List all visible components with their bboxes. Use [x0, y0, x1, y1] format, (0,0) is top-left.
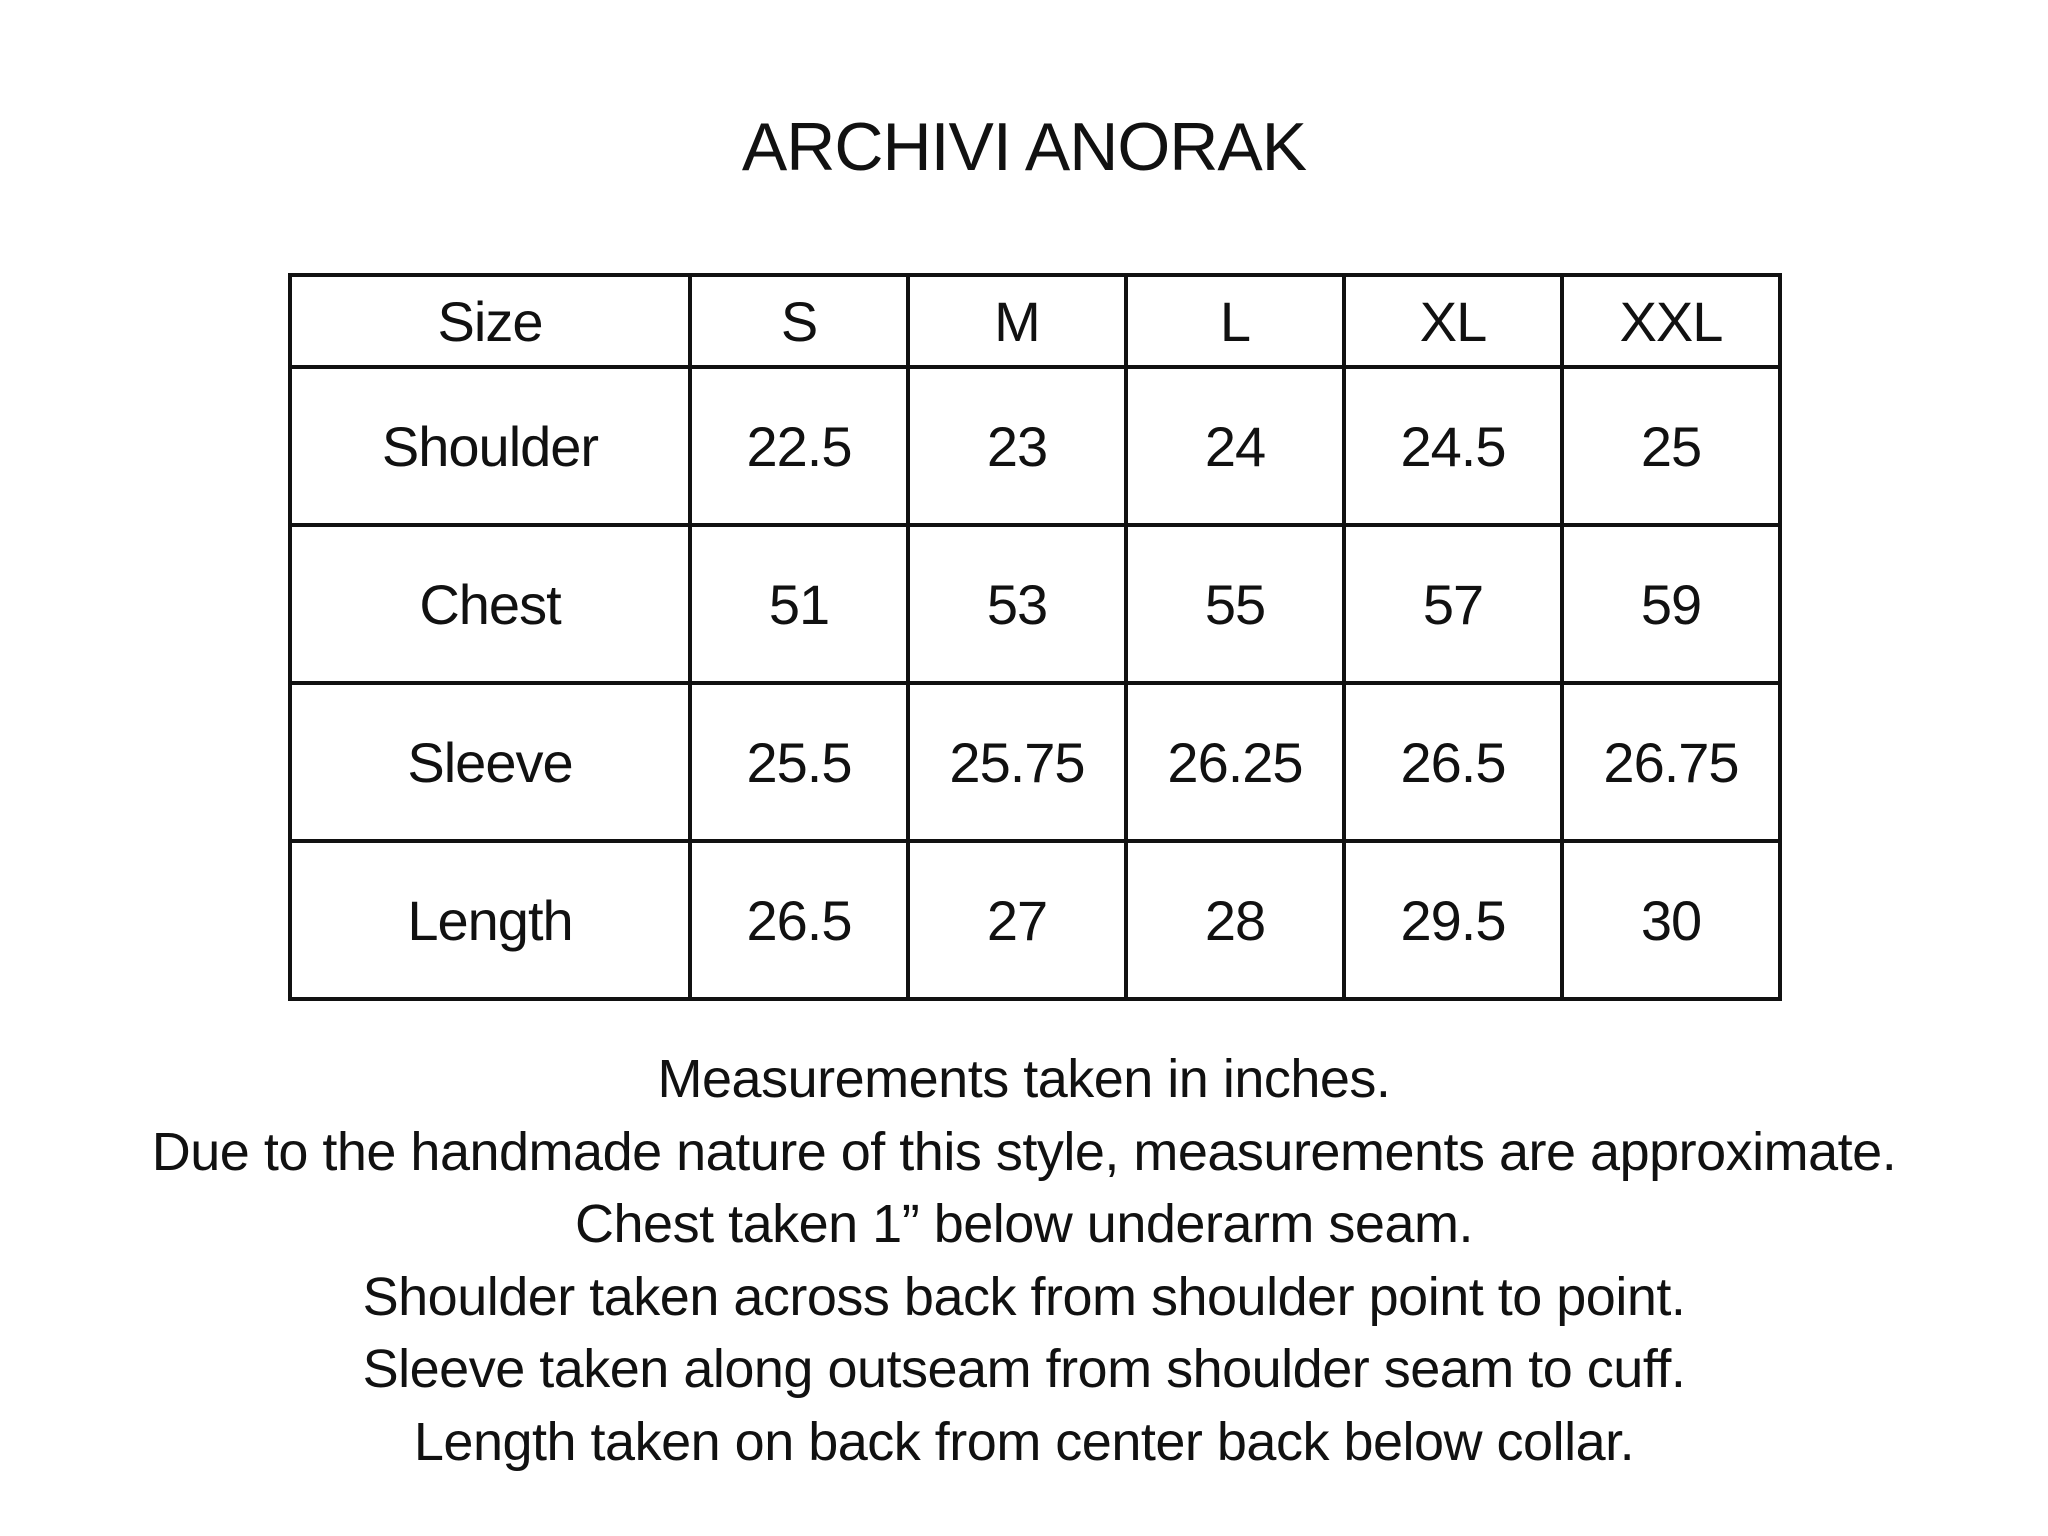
measurement-cell: 29.5: [1342, 839, 1564, 1001]
note-line: Chest taken 1” below underarm seam.: [575, 1194, 1473, 1254]
note-line: Length taken on back from center back be…: [413, 1411, 1635, 1472]
note-line: Sleeve taken along outseam from shoulder…: [362, 1339, 1686, 1399]
table-row: Length 26.5 27 28 29.5 30: [288, 839, 1782, 1001]
measurement-cell: 24.5: [1342, 365, 1564, 527]
measurement-cell: 23: [906, 365, 1128, 527]
note-line: Due to the handmade nature of this style…: [151, 1121, 1897, 1182]
size-header-cell: M: [906, 273, 1128, 369]
measurement-cell: 30: [1560, 839, 1782, 1001]
measurement-cell: 59: [1560, 523, 1782, 685]
size-header-cell: L: [1124, 273, 1346, 369]
size-header-cell: XL: [1342, 273, 1564, 369]
measurement-cell: 51: [688, 523, 910, 685]
table-row: Shoulder 22.5 23 24 24.5 25: [288, 365, 1782, 527]
size-header-cell: S: [688, 273, 910, 369]
measurement-cell: 55: [1124, 523, 1346, 685]
measurement-cell: 26.5: [688, 839, 910, 1001]
measurement-cell: 26.5: [1342, 681, 1564, 843]
measurement-cell: 25.75: [906, 681, 1128, 843]
measurement-cell: 25.5: [688, 681, 910, 843]
measurement-cell: 22.5: [688, 365, 910, 527]
size-header-cell: XXL: [1560, 273, 1782, 369]
size-chart-table: Size S M L XL XXL Shoulder 22.5 23 24 24.5 25 Chest 5…: [288, 273, 1782, 1001]
table-header-row: Size S M L XL XXL: [288, 273, 1782, 369]
measurement-cell: 28: [1124, 839, 1346, 1001]
table-row: Sleeve 25.5 25.75 26.25 26.5 26.75: [288, 681, 1782, 843]
measurement-cell: 27: [906, 839, 1128, 1001]
measurement-cell: 53: [906, 523, 1128, 685]
measurement-cell: 26.25: [1124, 681, 1346, 843]
header-label-cell: Size: [288, 273, 692, 369]
measurement-cell: 25: [1560, 365, 1782, 527]
row-label-cell: Sleeve: [288, 681, 692, 843]
page-title: ARCHIVI ANORAK: [741, 109, 1307, 185]
measurement-cell: 24: [1124, 365, 1346, 527]
measurement-cell: 57: [1342, 523, 1564, 685]
measurement-cell: 26.75: [1560, 681, 1782, 843]
row-label-cell: Length: [288, 839, 692, 1001]
row-label-cell: Shoulder: [288, 365, 692, 527]
table-row: Chest 51 53 55 57 59: [288, 523, 1782, 685]
note-line: Measurements taken in inches.: [657, 1049, 1391, 1109]
note-line: Shoulder taken across back from shoulder…: [362, 1266, 1686, 1327]
measurement-notes: Measurements taken in inches. Due to the …: [0, 1043, 2048, 1478]
row-label-cell: Chest: [288, 523, 692, 685]
